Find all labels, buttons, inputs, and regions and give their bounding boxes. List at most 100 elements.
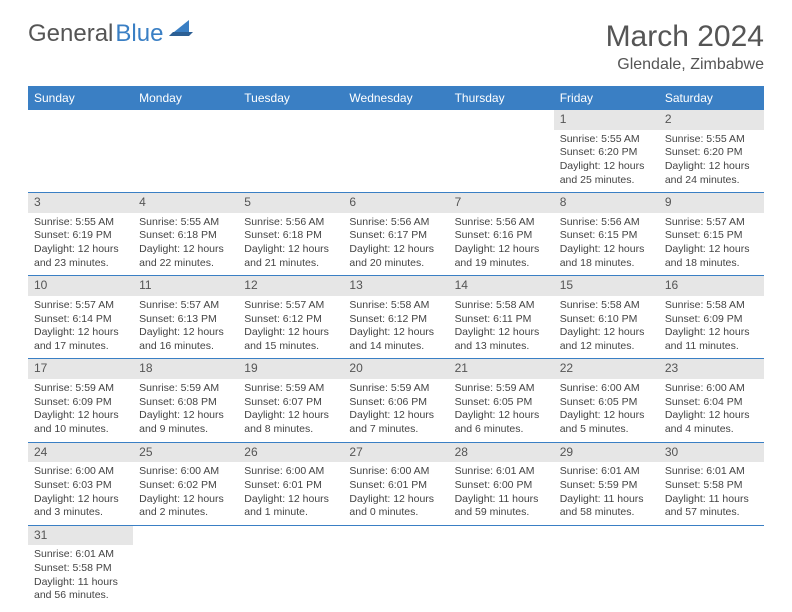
calendar-day-cell: 5Sunrise: 5:56 AMSunset: 6:18 PMDaylight… [238,193,343,276]
day-number: 13 [343,276,448,296]
day-number: 8 [554,193,659,213]
calendar-day-cell [659,525,764,608]
calendar-day-cell [28,110,133,193]
day-number: 14 [449,276,554,296]
calendar-day-cell [238,110,343,193]
calendar-day-cell [343,525,448,608]
calendar-day-cell: 31Sunrise: 6:01 AMSunset: 5:58 PMDayligh… [28,525,133,608]
day-details: Sunrise: 6:00 AMSunset: 6:03 PMDaylight:… [28,462,133,525]
day-details: Sunrise: 5:59 AMSunset: 6:05 PMDaylight:… [449,379,554,442]
day-details: Sunrise: 5:56 AMSunset: 6:18 PMDaylight:… [238,213,343,276]
calendar-day-cell: 2Sunrise: 5:55 AMSunset: 6:20 PMDaylight… [659,110,764,193]
day-details: Sunrise: 5:56 AMSunset: 6:16 PMDaylight:… [449,213,554,276]
day-number: 21 [449,359,554,379]
calendar-day-cell: 30Sunrise: 6:01 AMSunset: 5:58 PMDayligh… [659,442,764,525]
day-details: Sunrise: 5:59 AMSunset: 6:06 PMDaylight:… [343,379,448,442]
calendar-table: SundayMondayTuesdayWednesdayThursdayFrid… [28,86,764,608]
calendar-day-cell [238,525,343,608]
calendar-day-cell: 20Sunrise: 5:59 AMSunset: 6:06 PMDayligh… [343,359,448,442]
day-details: Sunrise: 5:58 AMSunset: 6:09 PMDaylight:… [659,296,764,359]
day-number: 24 [28,443,133,463]
calendar-week-row: 3Sunrise: 5:55 AMSunset: 6:19 PMDaylight… [28,193,764,276]
calendar-day-cell: 28Sunrise: 6:01 AMSunset: 6:00 PMDayligh… [449,442,554,525]
day-details: Sunrise: 6:01 AMSunset: 5:58 PMDaylight:… [28,545,133,608]
calendar-day-cell: 10Sunrise: 5:57 AMSunset: 6:14 PMDayligh… [28,276,133,359]
title-block: March 2024 Glendale, Zimbabwe [606,20,764,74]
calendar-day-cell: 24Sunrise: 6:00 AMSunset: 6:03 PMDayligh… [28,442,133,525]
logo-text-1: General [28,20,113,48]
day-details: Sunrise: 5:56 AMSunset: 6:15 PMDaylight:… [554,213,659,276]
calendar-week-row: 10Sunrise: 5:57 AMSunset: 6:14 PMDayligh… [28,276,764,359]
day-details: Sunrise: 5:55 AMSunset: 6:20 PMDaylight:… [554,130,659,193]
calendar-day-cell: 26Sunrise: 6:00 AMSunset: 6:01 PMDayligh… [238,442,343,525]
day-details: Sunrise: 5:57 AMSunset: 6:13 PMDaylight:… [133,296,238,359]
day-number: 22 [554,359,659,379]
weekday-header: Monday [133,86,238,110]
calendar-day-cell: 18Sunrise: 5:59 AMSunset: 6:08 PMDayligh… [133,359,238,442]
day-number: 19 [238,359,343,379]
day-number: 25 [133,443,238,463]
day-details: Sunrise: 5:58 AMSunset: 6:10 PMDaylight:… [554,296,659,359]
location: Glendale, Zimbabwe [606,56,764,74]
day-details: Sunrise: 6:00 AMSunset: 6:02 PMDaylight:… [133,462,238,525]
day-details: Sunrise: 5:59 AMSunset: 6:07 PMDaylight:… [238,379,343,442]
calendar-day-cell: 21Sunrise: 5:59 AMSunset: 6:05 PMDayligh… [449,359,554,442]
calendar-day-cell [343,110,448,193]
day-details: Sunrise: 5:59 AMSunset: 6:08 PMDaylight:… [133,379,238,442]
day-details: Sunrise: 6:00 AMSunset: 6:04 PMDaylight:… [659,379,764,442]
calendar-day-cell: 13Sunrise: 5:58 AMSunset: 6:12 PMDayligh… [343,276,448,359]
day-number: 17 [28,359,133,379]
day-details: Sunrise: 5:55 AMSunset: 6:18 PMDaylight:… [133,213,238,276]
calendar-body: 1Sunrise: 5:55 AMSunset: 6:20 PMDaylight… [28,110,764,608]
calendar-week-row: 24Sunrise: 6:00 AMSunset: 6:03 PMDayligh… [28,442,764,525]
sail-icon [167,17,193,45]
day-details: Sunrise: 6:00 AMSunset: 6:01 PMDaylight:… [343,462,448,525]
weekday-header: Friday [554,86,659,110]
day-details: Sunrise: 5:57 AMSunset: 6:12 PMDaylight:… [238,296,343,359]
day-details: Sunrise: 6:01 AMSunset: 5:58 PMDaylight:… [659,462,764,525]
day-number: 23 [659,359,764,379]
day-number: 2 [659,110,764,130]
day-number: 20 [343,359,448,379]
day-details: Sunrise: 6:00 AMSunset: 6:05 PMDaylight:… [554,379,659,442]
month-title: March 2024 [606,20,764,54]
calendar-day-cell: 19Sunrise: 5:59 AMSunset: 6:07 PMDayligh… [238,359,343,442]
day-details: Sunrise: 5:55 AMSunset: 6:20 PMDaylight:… [659,130,764,193]
day-details: Sunrise: 5:58 AMSunset: 6:12 PMDaylight:… [343,296,448,359]
day-number: 11 [133,276,238,296]
calendar-day-cell: 22Sunrise: 6:00 AMSunset: 6:05 PMDayligh… [554,359,659,442]
calendar-day-cell: 9Sunrise: 5:57 AMSunset: 6:15 PMDaylight… [659,193,764,276]
calendar-day-cell: 12Sunrise: 5:57 AMSunset: 6:12 PMDayligh… [238,276,343,359]
day-details: Sunrise: 5:59 AMSunset: 6:09 PMDaylight:… [28,379,133,442]
day-details: Sunrise: 6:00 AMSunset: 6:01 PMDaylight:… [238,462,343,525]
calendar-day-cell: 29Sunrise: 6:01 AMSunset: 5:59 PMDayligh… [554,442,659,525]
day-number: 9 [659,193,764,213]
calendar-day-cell: 23Sunrise: 6:00 AMSunset: 6:04 PMDayligh… [659,359,764,442]
calendar-day-cell: 1Sunrise: 5:55 AMSunset: 6:20 PMDaylight… [554,110,659,193]
calendar-day-cell: 3Sunrise: 5:55 AMSunset: 6:19 PMDaylight… [28,193,133,276]
day-details: Sunrise: 6:01 AMSunset: 5:59 PMDaylight:… [554,462,659,525]
calendar-day-cell [449,525,554,608]
day-number: 1 [554,110,659,130]
calendar-day-cell: 7Sunrise: 5:56 AMSunset: 6:16 PMDaylight… [449,193,554,276]
calendar-day-cell: 14Sunrise: 5:58 AMSunset: 6:11 PMDayligh… [449,276,554,359]
weekday-header: Thursday [449,86,554,110]
day-number: 18 [133,359,238,379]
calendar-day-cell: 15Sunrise: 5:58 AMSunset: 6:10 PMDayligh… [554,276,659,359]
day-number: 26 [238,443,343,463]
calendar-day-cell: 11Sunrise: 5:57 AMSunset: 6:13 PMDayligh… [133,276,238,359]
weekday-header: Wednesday [343,86,448,110]
day-number: 3 [28,193,133,213]
weekday-header: Tuesday [238,86,343,110]
day-details: Sunrise: 5:55 AMSunset: 6:19 PMDaylight:… [28,213,133,276]
day-number: 31 [28,526,133,546]
calendar-day-cell [133,110,238,193]
calendar-day-cell: 8Sunrise: 5:56 AMSunset: 6:15 PMDaylight… [554,193,659,276]
day-number: 10 [28,276,133,296]
day-details: Sunrise: 5:57 AMSunset: 6:15 PMDaylight:… [659,213,764,276]
day-details: Sunrise: 5:57 AMSunset: 6:14 PMDaylight:… [28,296,133,359]
day-details: Sunrise: 5:56 AMSunset: 6:17 PMDaylight:… [343,213,448,276]
weekday-header: Sunday [28,86,133,110]
day-number: 5 [238,193,343,213]
calendar-day-cell: 25Sunrise: 6:00 AMSunset: 6:02 PMDayligh… [133,442,238,525]
